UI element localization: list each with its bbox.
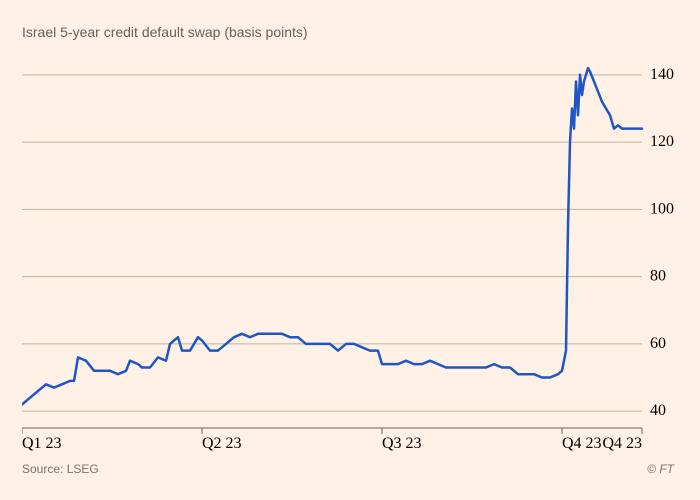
chart-subtitle: Israel 5-year credit default swap (basis…	[22, 24, 308, 40]
y-tick-label: 140	[650, 66, 674, 83]
y-tick-label: 60	[650, 335, 666, 352]
y-tick-label: 80	[650, 268, 666, 285]
copyright-label: © FT	[647, 462, 674, 476]
source-label: Source: LSEG	[22, 462, 99, 476]
x-tick-label: Q2 23	[202, 435, 242, 452]
chart-container: Israel 5-year credit default swap (basis…	[0, 0, 700, 500]
x-axis: Q1 23 Q2 23 Q3 23 Q4 23Q4 23	[22, 428, 642, 452]
y-tick-label: 100	[650, 200, 674, 217]
x-tick-label: Q4 23	[602, 435, 642, 452]
y-axis: 40 60 80 100 120 140	[650, 66, 674, 419]
y-tick-label: 120	[650, 133, 674, 150]
plot-area: 406080100120140 Q1 23Q2 23Q3 23Q4 23Q4 2…	[22, 58, 642, 428]
cds-series-line	[22, 68, 642, 404]
x-tick-label: Q4 23	[562, 435, 602, 452]
y-tick-label: 40	[650, 402, 666, 419]
x-tick-label: Q3 23	[382, 435, 422, 452]
gridlines	[22, 75, 642, 411]
x-tick-label: Q1 23	[22, 435, 62, 452]
